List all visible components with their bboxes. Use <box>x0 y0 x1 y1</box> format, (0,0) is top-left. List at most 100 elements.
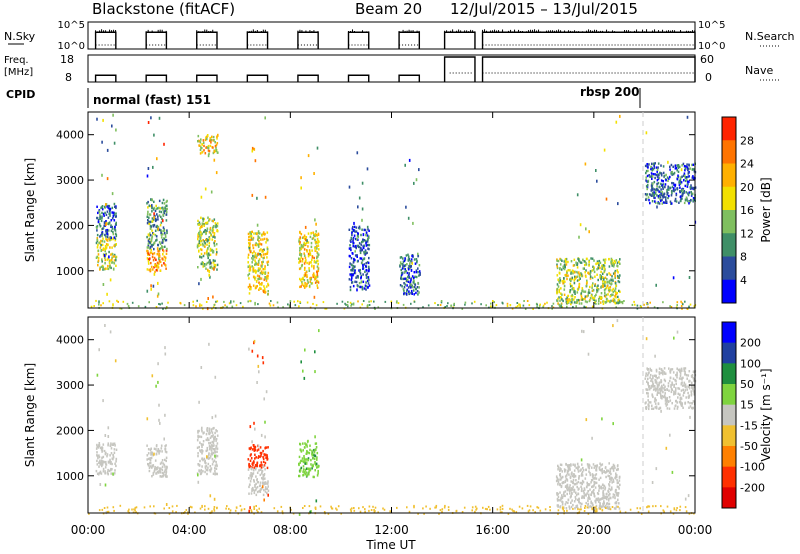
data-cell <box>299 249 301 252</box>
data-cell <box>306 451 309 454</box>
data-cell <box>578 499 580 502</box>
data-cell <box>645 194 648 197</box>
ground-cell <box>350 510 352 513</box>
ground-cell <box>519 305 521 308</box>
data-cell <box>256 274 259 277</box>
sparse-cell <box>651 175 654 178</box>
data-cell <box>316 451 319 455</box>
sparse-cell <box>200 195 203 199</box>
data-cell <box>678 181 680 184</box>
data-cell <box>211 440 214 444</box>
data-cell <box>604 291 606 294</box>
sparse-cell <box>257 444 260 448</box>
ground-cell <box>195 305 197 308</box>
data-cell <box>564 264 566 268</box>
data-cell <box>618 502 620 505</box>
data-cell <box>306 274 308 277</box>
data-cell <box>214 464 217 467</box>
data-cell <box>601 470 603 473</box>
data-cell <box>208 453 210 456</box>
data-cell <box>612 300 615 303</box>
data-cell <box>207 462 210 466</box>
data-cell <box>156 225 158 228</box>
data-cell <box>648 198 650 202</box>
data-cell <box>593 298 596 301</box>
ground-cell <box>192 300 194 303</box>
data-cell <box>249 483 251 486</box>
data-cell <box>605 300 608 303</box>
data-cell <box>206 243 208 246</box>
data-cell <box>597 284 599 287</box>
data-cell <box>660 179 663 182</box>
data-cell <box>166 199 168 203</box>
data-cell <box>602 300 605 303</box>
data-cell <box>665 179 667 182</box>
data-cell <box>100 206 102 209</box>
data-cell <box>675 387 677 390</box>
data-cell <box>203 263 206 266</box>
data-cell <box>312 231 315 234</box>
sparse-cell <box>311 449 313 453</box>
data-cell <box>589 471 591 475</box>
sparse-cell <box>298 463 300 467</box>
data-cell <box>614 490 617 493</box>
data-cell <box>405 269 407 273</box>
velocity-scatter <box>88 319 697 516</box>
data-cell <box>214 144 217 148</box>
data-cell <box>158 199 161 203</box>
sparse-cell <box>311 264 313 268</box>
ground-cell <box>489 508 491 511</box>
data-cell <box>614 272 616 275</box>
colorbar-tick-label: 12 <box>740 227 754 240</box>
data-cell <box>661 192 664 195</box>
data-cell <box>104 470 106 473</box>
data-cell <box>585 284 588 287</box>
data-cell <box>247 274 249 277</box>
data-cell <box>644 402 647 405</box>
data-cell <box>256 462 258 465</box>
sparse-cell <box>107 426 110 430</box>
data-cell <box>260 461 263 464</box>
data-cell <box>580 489 583 493</box>
data-cell <box>317 259 319 263</box>
ground-cell <box>680 305 683 307</box>
ground-cell <box>370 300 372 303</box>
data-cell <box>250 474 253 477</box>
ground-cell <box>440 301 443 304</box>
data-cell <box>100 448 103 451</box>
data-cell <box>593 495 596 498</box>
data-cell <box>105 220 107 223</box>
data-cell <box>148 221 151 224</box>
sparse-cell <box>261 264 263 268</box>
data-cell <box>211 219 214 222</box>
data-cell <box>589 273 591 276</box>
data-cell <box>211 229 213 232</box>
data-cell <box>264 453 267 456</box>
data-cell <box>598 484 601 488</box>
sparse-cell <box>313 172 315 175</box>
data-cell <box>683 190 686 193</box>
data-cell <box>587 271 589 275</box>
ground-cell <box>368 505 371 508</box>
data-cell <box>159 247 162 250</box>
data-cell <box>661 394 664 398</box>
data-cell <box>686 185 689 188</box>
sparse-cell <box>263 397 265 401</box>
data-cell <box>149 461 152 465</box>
data-cell <box>161 450 163 453</box>
data-cell <box>651 407 653 410</box>
data-cell <box>590 493 592 496</box>
data-cell <box>256 232 258 236</box>
data-cell <box>251 265 253 268</box>
data-cell <box>570 463 572 466</box>
data-cell <box>256 490 259 494</box>
data-cell <box>260 270 263 273</box>
data-cell <box>673 407 676 410</box>
data-cell <box>158 247 161 251</box>
ground-cell <box>455 510 458 513</box>
data-cell <box>647 383 649 386</box>
sparse-cell <box>254 427 256 431</box>
data-cell <box>101 243 104 247</box>
data-cell <box>603 495 605 498</box>
data-cell <box>556 265 558 268</box>
